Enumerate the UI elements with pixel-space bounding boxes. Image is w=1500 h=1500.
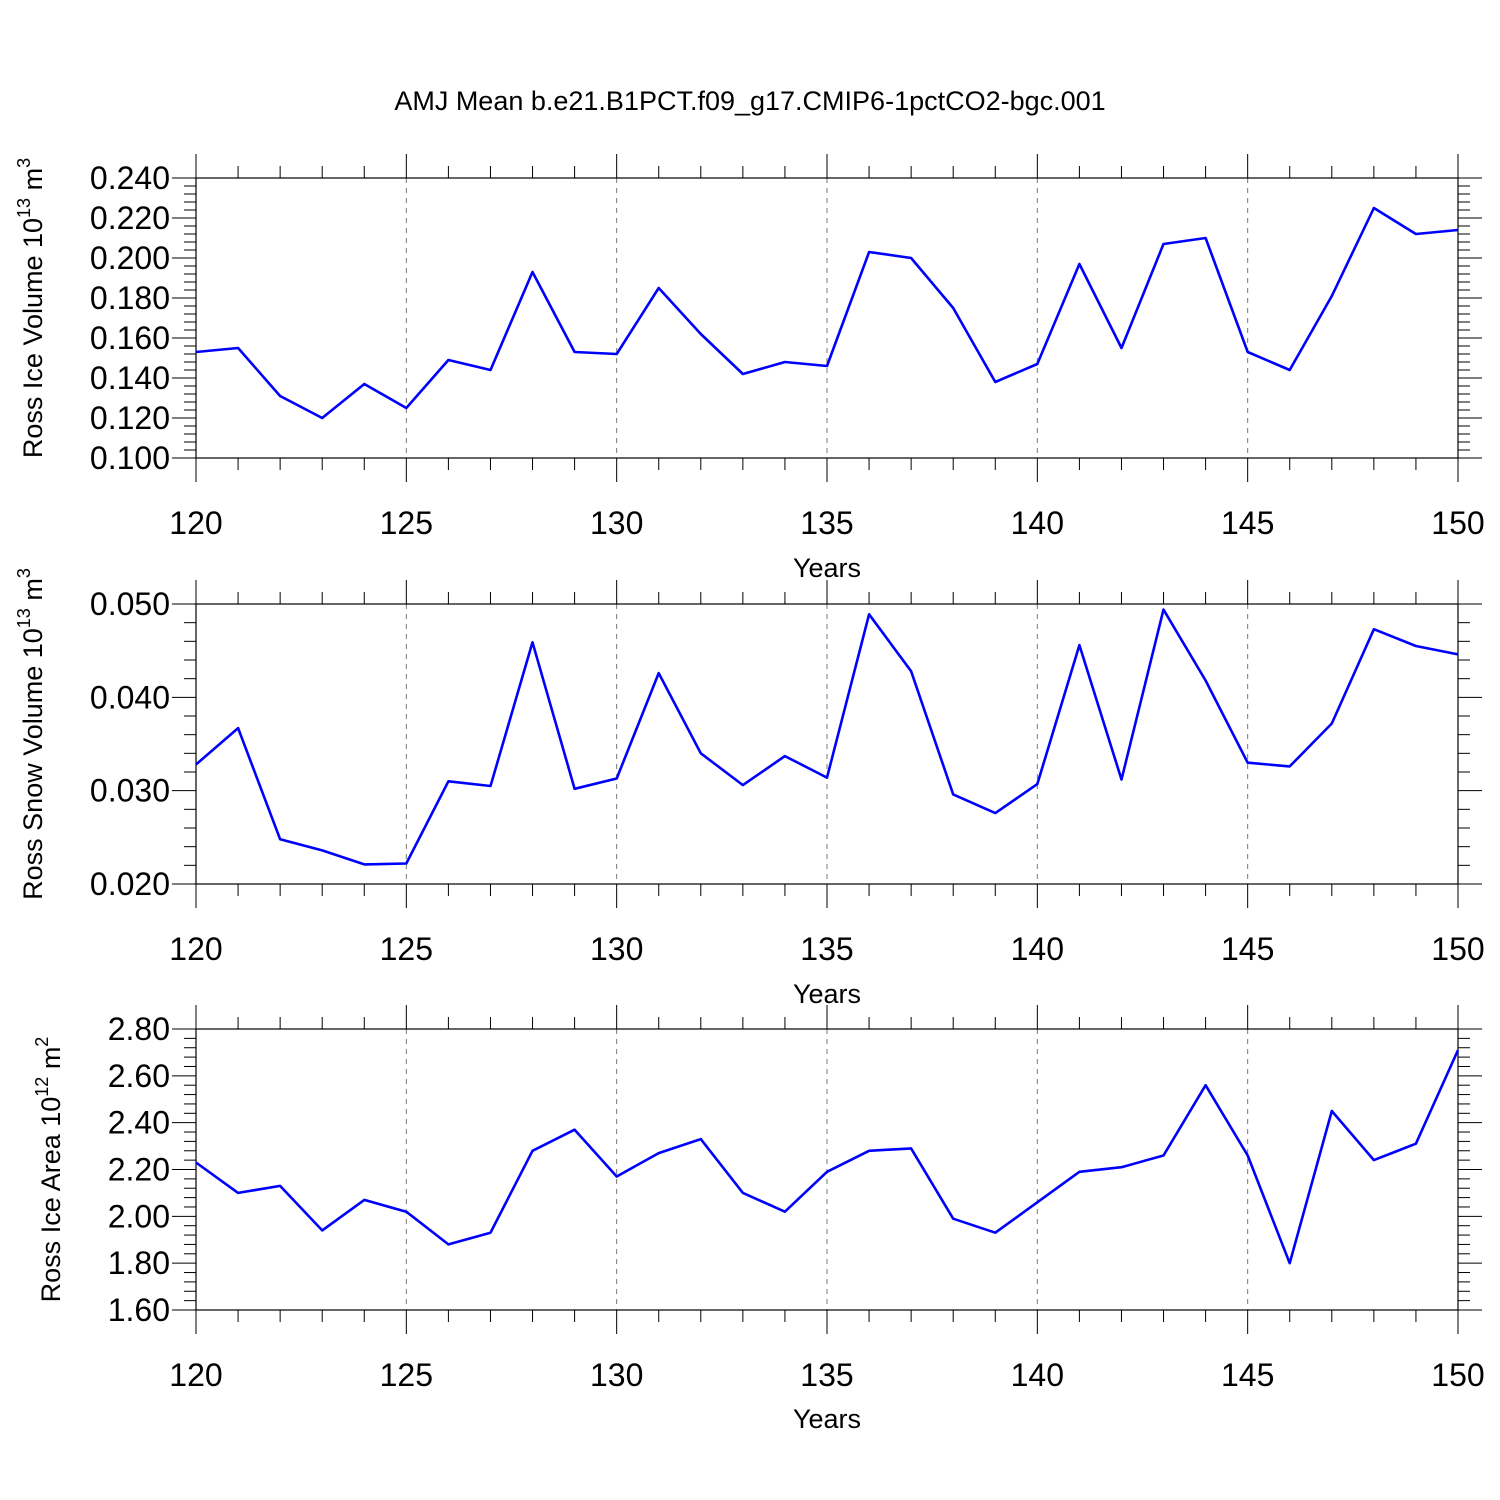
y-axis-label-exponent: 12 (32, 1077, 52, 1097)
x-axis-label: Years (793, 1404, 861, 1434)
y-axis-label: Ross Snow Volume 1013 m3 (14, 568, 48, 900)
y-axis-label-text: Ross Ice Volume 10 (18, 218, 48, 458)
panel-3: 120 125 130 135 140 145 150 1.60 1.80 2.00 2.20 2.4… (32, 1005, 1485, 1434)
x-tick-label: 150 (1431, 931, 1484, 967)
y-tick-label: 2.00 (108, 1198, 170, 1234)
y-tick-label: 0.120 (90, 400, 170, 436)
panel-2: 120 125 130 135 140 145 150 0.020 0.030 0.040 0.05… (14, 568, 1485, 1009)
panel-1: 120 125 130 135 140 145 150 0.100 0.120 0.140 0.16… (14, 154, 1485, 583)
x-tick-label: 125 (380, 1357, 433, 1393)
x-tick-label: 140 (1011, 1357, 1064, 1393)
series-line (195, 206, 1459, 420)
x-tick-label: 150 (1431, 1357, 1484, 1393)
y-tick-label: 0.030 (90, 773, 170, 809)
figure-title: AMJ Mean b.e21.B1PCT.f09_g17.CMIP6-1pctC… (394, 86, 1106, 116)
y-axis-label-exponent: 13 (14, 608, 34, 628)
x-tick-label: 120 (169, 505, 222, 541)
y-axis-label-unit-exponent: 3 (14, 158, 34, 168)
x-tick-label: 145 (1221, 1357, 1274, 1393)
x-tick-label: 130 (590, 931, 643, 967)
y-tick-label: 0.180 (90, 280, 170, 316)
y-tick-label: 2.80 (108, 1011, 170, 1047)
x-tick-label: 135 (800, 1357, 853, 1393)
y-axis-label-unit-exponent: 3 (14, 568, 34, 578)
y-axis-label-unit: m (36, 1047, 66, 1077)
y-axis-label-unit: m (18, 168, 48, 198)
series-line (195, 608, 1459, 866)
y-axis-label: Ross Ice Area 1012 m2 (32, 1037, 66, 1303)
x-axis-label: Years (793, 979, 861, 1009)
y-axis-label-text: Ross Snow Volume 10 (18, 628, 48, 900)
y-axis-label: Ross Ice Volume 1013 m3 (14, 158, 48, 458)
x-tick-label: 120 (169, 1357, 222, 1393)
y-tick-label: 0.100 (90, 440, 170, 476)
y-tick-label: 0.220 (90, 200, 170, 236)
x-tick-label: 140 (1011, 931, 1064, 967)
y-tick-label: 2.40 (108, 1105, 170, 1141)
y-tick-label: 2.60 (108, 1058, 170, 1094)
y-tick-label: 0.040 (90, 679, 170, 715)
series-line (195, 1049, 1460, 1265)
x-tick-label: 140 (1011, 505, 1064, 541)
y-axis-label-unit-exponent: 2 (32, 1037, 52, 1047)
y-tick-label: 0.160 (90, 320, 170, 356)
y-tick-label: 0.200 (90, 240, 170, 276)
y-tick-label: 0.050 (90, 586, 170, 622)
x-tick-label: 135 (800, 931, 853, 967)
y-tick-label: 1.60 (108, 1292, 170, 1328)
x-tick-label: 145 (1221, 505, 1274, 541)
y-axis-label-text: Ross Ice Area 10 (36, 1097, 66, 1303)
y-tick-label: 2.20 (108, 1152, 170, 1188)
x-axis-label: Years (793, 553, 861, 583)
y-axis-label-exponent: 13 (14, 198, 34, 218)
y-axis-label-unit: m (18, 578, 48, 608)
y-tick-label: 1.80 (108, 1245, 170, 1281)
x-tick-label: 125 (380, 505, 433, 541)
x-tick-label: 130 (590, 1357, 643, 1393)
x-tick-label: 150 (1431, 505, 1484, 541)
x-tick-label: 145 (1221, 931, 1274, 967)
y-tick-label: 0.140 (90, 360, 170, 396)
x-tick-label: 125 (380, 931, 433, 967)
x-tick-label: 130 (590, 505, 643, 541)
x-tick-label: 120 (169, 931, 222, 967)
x-tick-label: 135 (800, 505, 853, 541)
y-tick-label: 0.240 (90, 160, 170, 196)
y-tick-label: 0.020 (90, 866, 170, 902)
